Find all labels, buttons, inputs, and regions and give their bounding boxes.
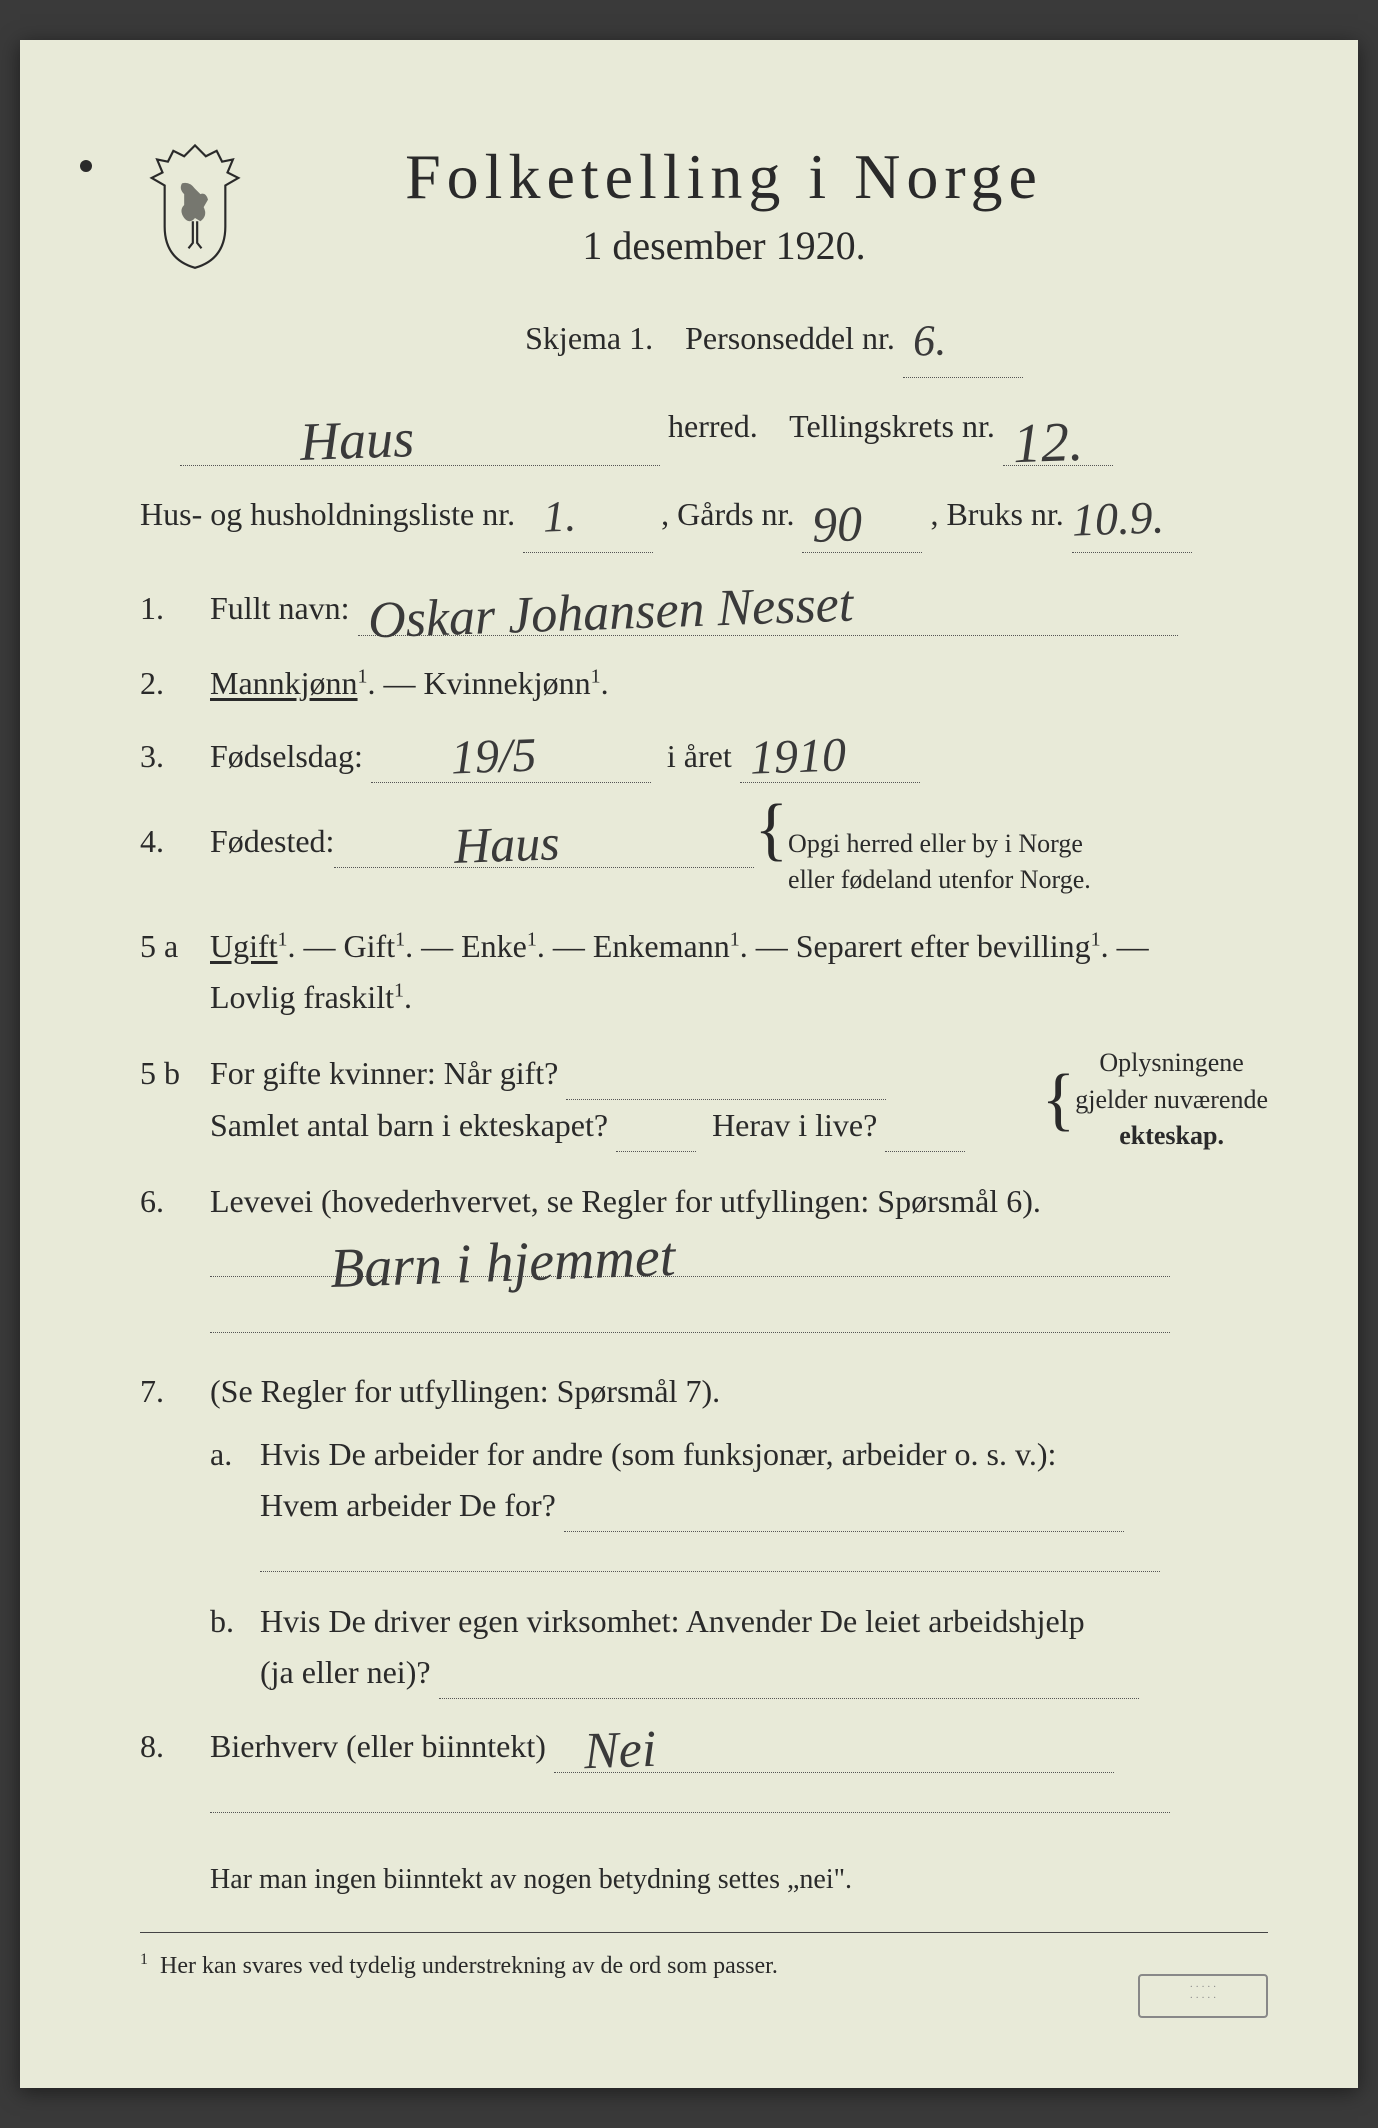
skjema-line: Skjema 1. Personseddel nr. 6. <box>140 300 1268 378</box>
q1-row: 1. Fullt navn: Oskar Johansen Nesset <box>140 583 1268 635</box>
footer-note: Har man ingen biinntekt av nogen betydni… <box>210 1846 1268 1913</box>
herred-line: Haus herred. Tellingskrets nr. 12. <box>140 388 1268 466</box>
q4-row: 4. Fødested: Haus { Opgi herred eller by… <box>140 805 1268 899</box>
divider <box>140 1932 1268 1933</box>
tellingskrets-label: Tellingskrets nr. <box>789 408 995 444</box>
q7a-l2: Hvem arbeider De for? <box>260 1487 556 1523</box>
q5a-row: 5 a Ugift1. — Gift1. — Enke1. — Enkemann… <box>140 921 1268 1023</box>
q5b-row: 5 b For gifte kvinner: Når gift? Samlet … <box>140 1045 1268 1154</box>
bruks-value: 10.9. <box>1070 462 1166 576</box>
q7-num: 7. <box>140 1366 210 1417</box>
q7-row: 7. (Se Regler for utfyllingen: Spørsmål … <box>140 1366 1268 1699</box>
q2-mann: Mannkjønn <box>210 665 358 701</box>
q5b-note: Oplysningene gjelder nuværende ekteskap. <box>1075 1045 1268 1154</box>
questions: 1. Fullt navn: Oskar Johansen Nesset 2. … <box>140 583 1268 1979</box>
title-block: Folketelling i Norge 1 desember 1920. <box>280 140 1268 269</box>
q3-num: 3. <box>140 731 210 782</box>
q6-value: Barn i hjemmet <box>329 1213 677 1315</box>
q5b-l2b: Herav i live? <box>712 1107 877 1143</box>
q6-num: 6. <box>140 1176 210 1227</box>
q8-label: Bierhverv (eller biinntekt) <box>210 1728 546 1764</box>
q4-note-l1: Opgi herred eller by i Norge <box>788 829 1083 858</box>
q3-year-label: i året <box>667 738 732 774</box>
q5b-note-l1: Oplysningene <box>1099 1048 1243 1077</box>
hus-label: Hus- og husholdningsliste nr. <box>140 496 515 532</box>
q5a-num: 5 a <box>140 921 210 972</box>
q4-note-l2: eller fødeland utenfor Norge. <box>788 865 1091 894</box>
q4-note: Opgi herred eller by i Norge eller fødel… <box>788 826 1091 899</box>
q5a-gift: Gift <box>344 928 396 964</box>
footnote-text: Her kan svares ved tydelig understreknin… <box>160 1953 778 1979</box>
q7b-num: b. <box>210 1596 260 1699</box>
q8-value: Nei <box>582 1708 657 1794</box>
q3-year: 1910 <box>748 717 847 797</box>
personseddel-value: 6. <box>911 287 948 394</box>
brace-icon: { <box>754 805 788 854</box>
header: Folketelling i Norge 1 desember 1920. <box>140 140 1268 270</box>
q5a-enkemann: Enkemann <box>593 928 730 964</box>
q3-label: Fødselsdag: <box>210 738 363 774</box>
q7b-l1: Hvis De driver egen virksomhet: Anvender… <box>260 1603 1085 1639</box>
printer-stamp: · · · · ·· · · · · <box>1138 1974 1268 2018</box>
coat-of-arms-icon <box>140 140 250 270</box>
q2-num: 2. <box>140 658 210 709</box>
q1-label: Fullt navn: <box>210 590 350 626</box>
q5a-enke: Enke <box>461 928 527 964</box>
q7a-l1: Hvis De arbeider for andre (som funksjon… <box>260 1436 1056 1472</box>
q7a-num: a. <box>210 1429 260 1584</box>
q8-num: 8. <box>140 1721 210 1772</box>
q1-num: 1. <box>140 583 210 634</box>
q4-num: 4. <box>140 816 210 867</box>
q1-value: Oskar Johansen Nesset <box>366 563 854 663</box>
hus-value: 1. <box>541 463 578 570</box>
brace-icon: { <box>1042 1075 1076 1124</box>
skjema-label: Skjema 1. <box>525 320 653 356</box>
q5b-note-l2: gjelder nuværende <box>1075 1085 1268 1114</box>
q7b-l2: (ja eller nei)? <box>260 1654 431 1690</box>
herred-label: herred. <box>668 408 758 444</box>
husliste-line: Hus- og husholdningsliste nr. 1. , Gårds… <box>140 476 1268 554</box>
q5a-fraskilt: Lovlig fraskilt <box>210 979 394 1015</box>
q6-row: 6. Levevei (hovederhvervet, se Regler fo… <box>140 1176 1268 1344</box>
q5b-l1a: For gifte kvinner: Når gift? <box>210 1055 558 1091</box>
q7-label: (Se Regler for utfyllingen: Spørsmål 7). <box>210 1373 720 1409</box>
footnote: 1 Her kan svares ved tydelig understrekn… <box>140 1951 1268 1980</box>
q5b-l2a: Samlet antal barn i ekteskapet? <box>210 1107 608 1143</box>
q5a-ugift: Ugift <box>210 928 278 964</box>
q5b-num: 5 b <box>140 1048 210 1099</box>
q3-day: 19/5 <box>450 717 538 797</box>
q8-row: 8. Bierhverv (eller biinntekt) Nei <box>140 1721 1268 1824</box>
q4-label: Fødested: <box>210 816 334 867</box>
ink-dot <box>80 160 92 172</box>
q2-kvinne: Kvinnekjønn <box>424 665 591 701</box>
document-page: Folketelling i Norge 1 desember 1920. Sk… <box>20 40 1358 2088</box>
q5b-note-l3: ekteskap. <box>1119 1121 1224 1150</box>
personseddel-label: Personseddel nr. <box>685 320 895 356</box>
q3-row: 3. Fødselsdag: 19/5 i året 1910 <box>140 731 1268 783</box>
gards-label: Gårds nr. <box>677 496 794 532</box>
page-title: Folketelling i Norge <box>280 140 1168 214</box>
q2-sep: — <box>384 665 424 701</box>
q2-row: 2. Mannkjønn1. — Kvinnekjønn1. <box>140 658 1268 709</box>
q5a-separert: Separert efter bevilling <box>796 928 1091 964</box>
bruks-label: Bruks nr. <box>946 496 1063 532</box>
q4-value: Haus <box>453 802 561 886</box>
page-subtitle: 1 desember 1920. <box>280 222 1168 269</box>
